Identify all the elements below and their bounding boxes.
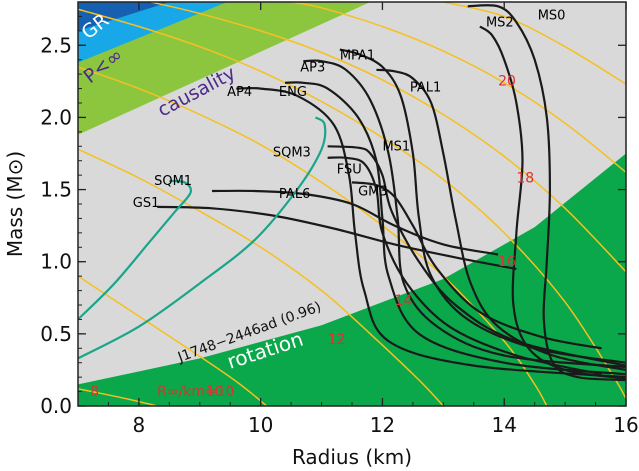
eos-label-ms1: MS1: [382, 140, 410, 155]
eos-curve-mpa1: [339, 48, 626, 364]
eos-label-eng: ENG: [279, 85, 307, 100]
eos-label-sqm1: SQM1: [154, 174, 192, 189]
eos-label-pal6: PAL6: [279, 187, 310, 202]
y-tick-label: 0.0: [40, 394, 72, 418]
eos-label-ap4: AP4: [227, 85, 252, 100]
eos-curve-ms1: [327, 145, 626, 367]
x-tick-label: 8: [133, 413, 146, 437]
y-tick-label: 1.5: [40, 178, 72, 202]
omega-contour-label: 12: [328, 332, 346, 348]
eos-curve-fsu: [327, 156, 602, 376]
eos-label-gs1: GS1: [133, 196, 160, 211]
eos-curve-gm3: [351, 181, 602, 350]
eos-label-ap3: AP3: [300, 60, 325, 75]
constraint-regions: [78, 2, 626, 406]
x-tick-label: 10: [248, 413, 273, 437]
x-tick-label: 12: [370, 413, 395, 437]
y-tick-label: 2.0: [40, 105, 72, 129]
y-axis-title: Mass (M⊙): [3, 151, 27, 257]
radius-label: R∞/km=10: [157, 384, 234, 400]
x-axis-title: Radius (km): [292, 445, 412, 469]
region-gr: [78, 2, 170, 31]
eos-curve-sqm3: [78, 116, 327, 360]
eos-label-sqm3: SQM3: [273, 145, 311, 160]
axis-ticks: 8 10 12 14 16 0.0 0.5 1.0 1.5 2.0 2.5: [40, 1, 639, 437]
omega-contour-label: 20: [498, 74, 516, 90]
eos-label-ms2: MS2: [486, 16, 514, 31]
omega-contour-label: 14: [395, 293, 413, 309]
eos-curve-gs1: [157, 205, 517, 270]
eos-label-gm3: GM3: [358, 184, 388, 199]
eos-curve-pal6: [211, 189, 499, 256]
eos-label-ms0: MS0: [538, 8, 566, 23]
y-tick-label: 1.0: [40, 250, 72, 274]
eos-label-mpa1: MPA1: [340, 49, 375, 64]
omega-contour-12: [78, 148, 444, 406]
y-tick-label: 2.5: [40, 33, 72, 57]
omega-contour-18: [150, 2, 626, 273]
omega-contour-label: 18: [516, 170, 534, 186]
eos-curve-ap4: [236, 86, 626, 379]
eos-curve-ap3: [303, 59, 626, 369]
region-rotation: [78, 153, 626, 406]
x-tick-label: 16: [613, 413, 638, 437]
x-tick-label: 14: [491, 413, 516, 437]
omega-contour-outer: [443, 2, 626, 85]
omega-contour-8: [78, 387, 158, 406]
omega-contour-20: [290, 2, 626, 173]
plot-area: 8 10 12 14 16 18 20 MS0 MS2 PAL1 MPA1 AP3 ENG AP4 MS1 F…: [78, 2, 626, 406]
omega-contour-10: [78, 275, 268, 406]
eos-curve-eng: [284, 81, 626, 376]
region-causality: [78, 2, 371, 135]
omega-contour-label: 10: [206, 384, 224, 400]
eos-curve-sqm1: [78, 179, 193, 321]
eos-curves: [78, 4, 626, 382]
y-tick-label: 0.5: [40, 322, 72, 346]
omega-contour-label: 16: [498, 254, 516, 270]
eos-label-fsu: FSU: [337, 163, 362, 178]
omega-contour-label: 8: [90, 384, 99, 400]
eos-label-pal1: PAL1: [410, 80, 441, 95]
